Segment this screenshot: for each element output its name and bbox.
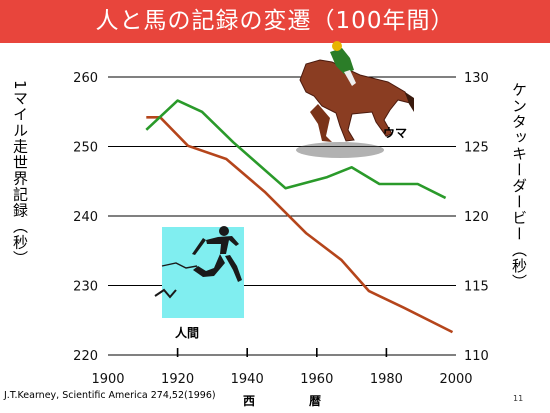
left-y-tick-label: 260 <box>73 71 98 86</box>
x-tick-label: 1920 <box>161 372 194 387</box>
right-y-tick-label: 120 <box>464 210 489 225</box>
x-tick-label: 2000 <box>439 372 472 387</box>
left-y-tick-label: 220 <box>73 349 98 364</box>
page-number: 11 <box>513 394 524 403</box>
right-y-tick-label: 130 <box>464 71 489 86</box>
source-citation: J.T.Kearney, Scientific America 274,52(1… <box>4 390 216 401</box>
human-annotation: 人間 <box>175 325 199 340</box>
x-tick-label: 1960 <box>300 372 333 387</box>
right-y-tick-label: 115 <box>464 280 489 295</box>
human-record-line <box>146 116 454 334</box>
x-tick-label: 1940 <box>231 372 264 387</box>
racehorse-illustration-icon <box>296 41 414 158</box>
x-tick-label: 1980 <box>370 372 403 387</box>
left-y-axis-label: 1マイル走世界記録（秒） <box>11 80 29 267</box>
horse-annotation: ウマ <box>383 126 407 140</box>
right-y-tick-label: 125 <box>464 141 489 156</box>
left-y-tick-label: 240 <box>73 210 98 225</box>
left-y-tick-label: 250 <box>73 141 98 156</box>
horse-record-line <box>145 99 447 200</box>
slide-title: 人と馬の記録の変遷（100年間） <box>95 8 455 34</box>
x-axis-label-part: 暦 <box>309 394 322 408</box>
right-y-tick-label: 110 <box>464 349 489 364</box>
right-y-axis-label: ケンタッキーダービー（秒） <box>510 82 528 290</box>
x-tick-label: 1900 <box>91 372 124 387</box>
title-bar <box>0 0 550 43</box>
runner-silhouette-icon <box>154 226 242 299</box>
x-axis-label-part: 西 <box>243 394 256 408</box>
left-y-tick-label: 230 <box>73 280 98 295</box>
